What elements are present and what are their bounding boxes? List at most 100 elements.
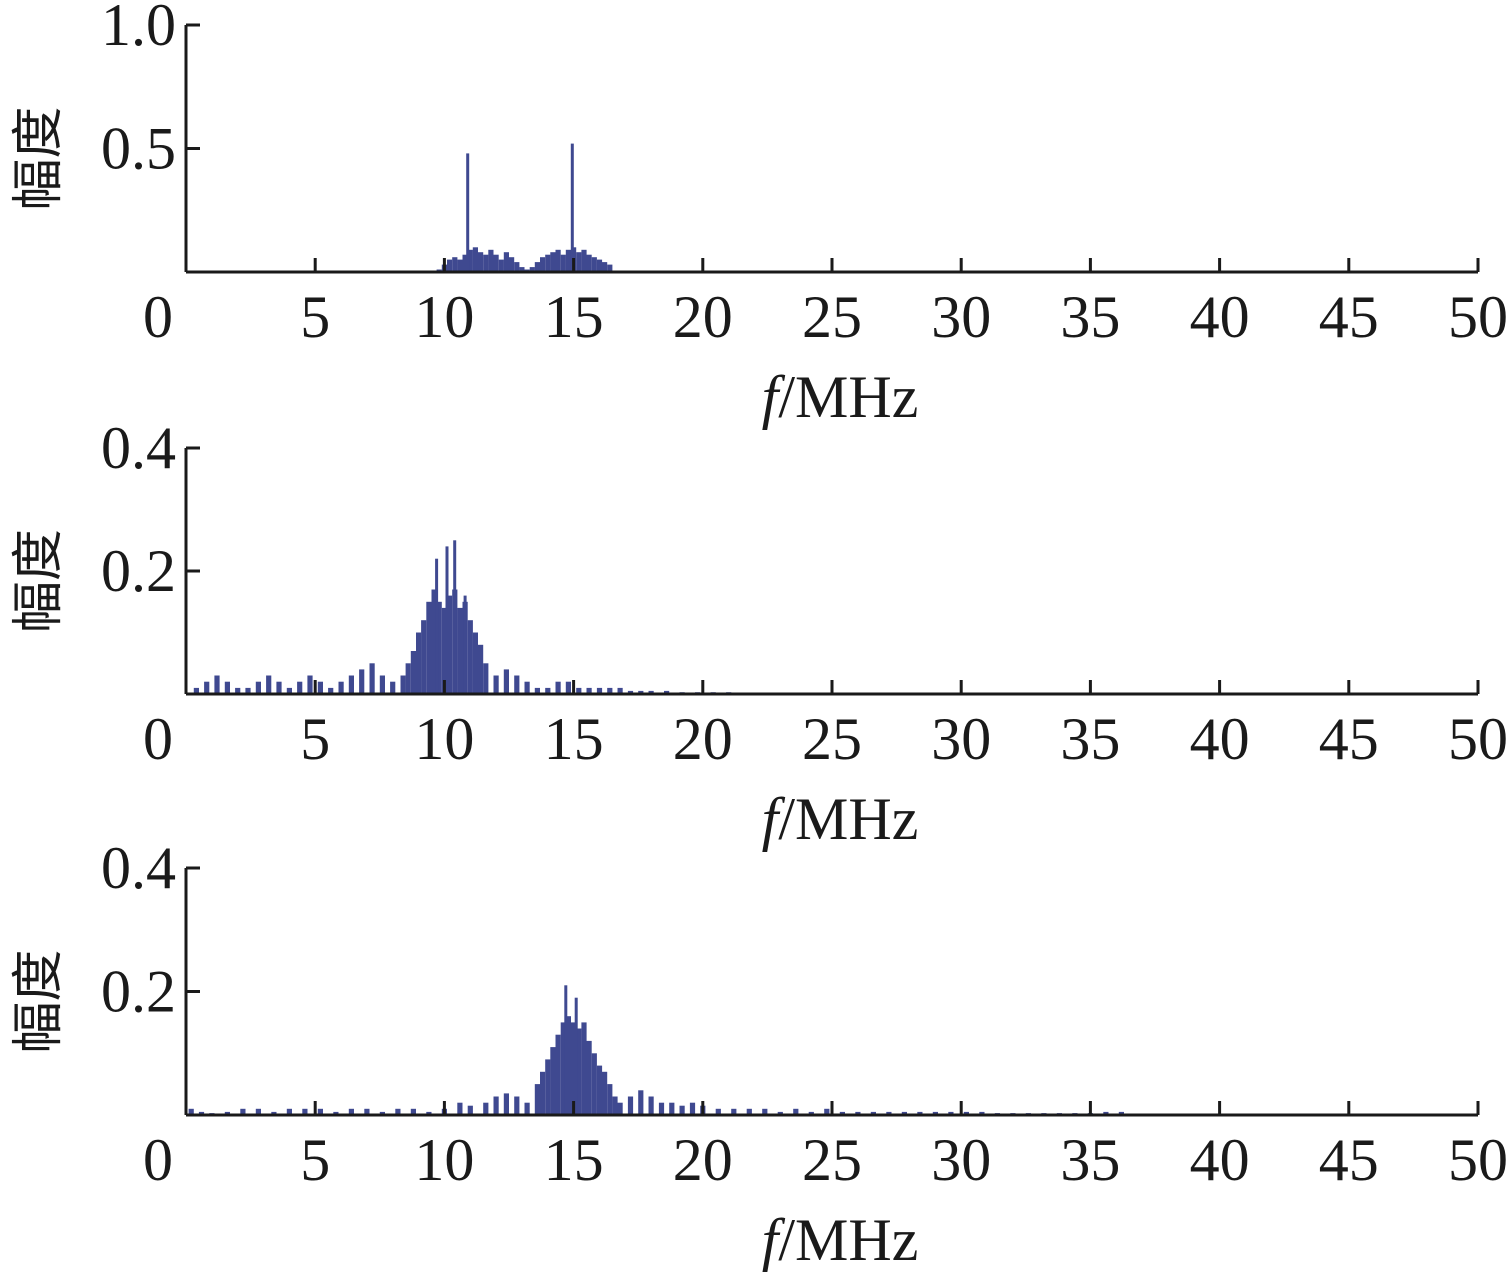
- x-tick-label: 5: [300, 1127, 330, 1193]
- spectrum-bar: [503, 1093, 509, 1115]
- spectrum-bar: [607, 264, 613, 272]
- spectrum-bar: [514, 262, 520, 272]
- spectrum-bar: [602, 262, 608, 272]
- spectrum-bar: [509, 257, 515, 272]
- spectrum-bar: [534, 262, 540, 272]
- spectrum-bar: [379, 675, 385, 694]
- y-axis-label: 幅度: [11, 949, 68, 1053]
- x-tick-label: 30: [931, 284, 991, 350]
- spectrum-bar: [664, 690, 670, 694]
- spectrum-bar: [545, 254, 551, 272]
- x-tick-label: 5: [300, 706, 330, 772]
- spectrum-bar: [586, 687, 592, 694]
- spectrum-bar: [467, 1105, 473, 1115]
- spectrum-bar: [348, 675, 354, 694]
- spectrum-bar: [317, 1108, 323, 1115]
- x-tick-label: 10: [414, 706, 474, 772]
- spectrum-bar: [245, 687, 251, 694]
- x-tick-label: 35: [1060, 1127, 1120, 1193]
- spectrum-bar: [715, 1108, 721, 1115]
- x-tick-label: 15: [544, 706, 604, 772]
- spectrum-peak: [574, 997, 578, 1115]
- spectrum-bar: [571, 1022, 577, 1115]
- spectrum-bar: [271, 1111, 277, 1115]
- x-tick-label: 20: [673, 1127, 733, 1193]
- spectrum-bar: [503, 669, 509, 694]
- spectrum-peak: [463, 595, 467, 694]
- spectrum-bar: [483, 1102, 489, 1115]
- spectrum-peak: [564, 985, 568, 1115]
- spectrum-bar: [395, 1108, 401, 1115]
- spectrum-bar: [808, 1111, 814, 1115]
- spectrum-bar: [627, 1096, 634, 1115]
- spectrum-bar: [436, 601, 442, 695]
- spectrum-bar: [426, 1111, 432, 1115]
- spectrum-bar: [452, 257, 458, 272]
- spectrum-bar: [348, 1108, 354, 1115]
- spectrum-bar: [286, 687, 292, 694]
- x-tick-label: 35: [1060, 706, 1120, 772]
- spectrum-bar: [240, 1108, 246, 1115]
- x-tick-label: 15: [544, 284, 604, 350]
- x-tick-label: 45: [1319, 1127, 1379, 1193]
- spectrum-bar: [198, 1111, 205, 1115]
- spectrum-bar: [328, 687, 334, 694]
- spectrum-bar: [1103, 1111, 1109, 1115]
- x-tick-label: 30: [931, 706, 991, 772]
- spectrum-bar: [540, 257, 546, 272]
- x-tick-label: 0: [143, 706, 173, 772]
- spectrum-bar: [586, 254, 592, 272]
- spectrum-bar: [932, 1111, 938, 1115]
- spectrum-bar: [462, 254, 468, 272]
- spectrum-bar: [581, 1022, 587, 1115]
- spectrum-bar: [529, 267, 535, 272]
- y-tick-label: 0.4: [101, 835, 176, 901]
- spectrum-bar: [359, 669, 365, 694]
- spectrum-bar: [193, 687, 199, 694]
- spectrum-bar: [503, 252, 509, 272]
- spectrum-bar: [266, 675, 272, 694]
- spectrum-bar: [591, 1053, 597, 1116]
- spectrum-bar: [204, 681, 210, 694]
- x-tick-label: 20: [673, 284, 733, 350]
- spectrum-bar: [917, 1111, 923, 1115]
- spectrum-bar: [483, 254, 489, 272]
- spectrum-bar: [498, 259, 504, 272]
- spectrum-bar: [364, 1108, 370, 1115]
- spectrum-bar: [576, 252, 582, 272]
- y-tick-label: 0.2: [101, 959, 176, 1025]
- spectrum-peak: [445, 546, 449, 694]
- spectrum-bar: [478, 644, 484, 694]
- chart-panel-1: 0 5 10 15 20 25 30 35 40 45 50 0.5 1.0 f/MHz 幅度: [11, 0, 1508, 430]
- spectrum-bar: [607, 687, 613, 694]
- spectrum-bar: [545, 687, 551, 694]
- spectrum-bar: [333, 1111, 339, 1115]
- spectrum-bar: [555, 1034, 561, 1115]
- spectrum-bar: [379, 1111, 385, 1115]
- spectrum-bar: [255, 681, 261, 694]
- spectrum-bar: [596, 687, 603, 694]
- x-axis-label-unit: /MHz: [778, 364, 918, 430]
- spectrum-bar: [302, 1108, 308, 1115]
- spectrum-bar: [679, 1105, 685, 1115]
- x-tick-label: 0: [143, 1127, 173, 1193]
- spectrum-bar: [648, 1096, 654, 1115]
- spectrum-bar: [550, 1047, 556, 1115]
- x-tick-label: 10: [414, 1127, 474, 1193]
- spectrum-bar: [457, 1102, 463, 1115]
- spectrum-bar: [369, 663, 375, 695]
- spectrum-bar: [648, 690, 654, 694]
- x-axis-label: f/MHz: [762, 364, 919, 430]
- x-axis-label-unit: /MHz: [778, 786, 918, 852]
- spectrum-peak: [453, 540, 457, 695]
- spectrum-bar: [410, 1108, 416, 1115]
- spectrum-bar: [565, 1016, 571, 1115]
- spectrum-bar: [638, 1090, 644, 1115]
- spectrum-bar: [493, 1096, 499, 1115]
- spectrum-bar: [870, 1111, 876, 1115]
- x-axis-label: f/MHz: [762, 1207, 919, 1272]
- spectrum-bar: [224, 1111, 230, 1115]
- spectrum-bar: [426, 601, 432, 695]
- spectrum-bar: [514, 1096, 520, 1115]
- y-tick-label: 0.5: [101, 116, 176, 182]
